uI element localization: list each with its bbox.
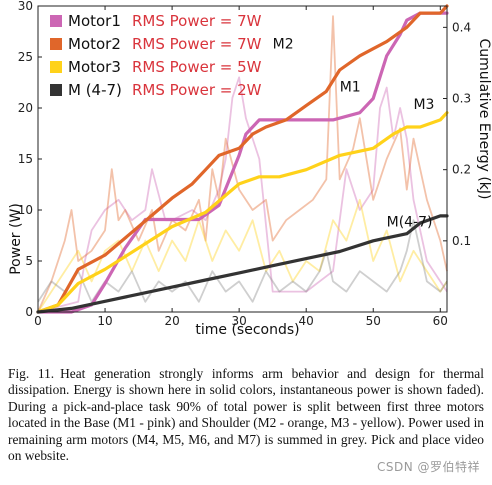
x-tick-label: 60 <box>433 314 448 328</box>
energy-line-motor3 <box>36 111 449 314</box>
figure-caption: Fig. 11. Heat generation strongly informs… <box>8 366 484 464</box>
x-tick-label: 50 <box>366 314 381 328</box>
legend-rms-motor2: RMS Power = 7W <box>132 35 262 53</box>
x-tick-label: 30 <box>232 314 247 328</box>
y-left-tick-label: 0 <box>25 305 33 319</box>
y-left-tick-label: 20 <box>18 101 33 115</box>
x-tick-label: 0 <box>34 314 42 328</box>
legend-name-motor2: Motor2 <box>68 35 121 53</box>
legend-swatch-motor2 <box>50 38 62 50</box>
power-series-layer <box>37 15 448 313</box>
power-line-motor2 <box>37 15 448 313</box>
axes-layer: 0 10 20 30 40 50 60 0 5 10 15 20 25 30 0.1 0.2 0.3 0.4 tim… <box>8 0 492 338</box>
series-label-m1: M1 <box>340 79 361 95</box>
legend-rms-motor1: RMS Power = 7W <box>132 12 262 30</box>
legend-name-motor3: Motor3 <box>68 58 121 76</box>
series-label-m2: M2 <box>273 37 294 53</box>
x-tick-label: 10 <box>97 314 112 328</box>
energy-line-m-4-7 <box>36 214 449 314</box>
y-right-axis-label: Cumulative Energy (kJ) <box>476 39 492 200</box>
series-label-m3: M3 <box>413 97 434 113</box>
legend-swatch-m-4-7 <box>50 84 62 96</box>
caption-fig-label: Fig. 11. <box>8 366 55 381</box>
legend-swatch-motor3 <box>50 61 62 73</box>
y-left-tick-label: 25 <box>18 50 33 64</box>
power-line-motor3 <box>37 198 448 313</box>
y-left-tick-label: 30 <box>18 0 33 13</box>
legend-rms-motor3: RMS Power = 5W <box>132 58 262 76</box>
power-line-m-4-7 <box>37 219 448 303</box>
y-right-tick-label: 0.4 <box>452 20 471 34</box>
legend: Motor1 RMS Power = 7W Motor2 RMS Power = 7W… <box>50 12 262 99</box>
y-right-tick-label: 0.1 <box>452 234 471 248</box>
energy-series-layer <box>36 4 449 314</box>
legend-name-motor1: Motor1 <box>68 12 121 30</box>
y-left-tick-label: 15 <box>18 152 33 166</box>
legend-swatch-motor1 <box>50 15 62 27</box>
energy-power-chart: 0 10 20 30 40 50 60 0 5 10 15 20 25 30 0.1 0.2 0.3 0.4 tim… <box>8 0 492 338</box>
y-right-tick-label: 0.3 <box>452 92 471 106</box>
legend-rms-m-4-7: RMS Power = 2W <box>132 81 262 99</box>
y-right-tick-label: 0.2 <box>452 163 471 177</box>
series-label-m-4-7: M(4-7) <box>387 215 433 231</box>
energy-line-motor2 <box>36 4 449 314</box>
series-labels-layer: M1 M2 M3 M(4-7) <box>273 37 435 231</box>
y-left-tick-label: 10 <box>18 203 33 217</box>
watermark: CSDN @罗伯特祥 <box>376 460 480 474</box>
x-tick-label: 40 <box>299 314 314 328</box>
x-tick-label: 20 <box>164 314 179 328</box>
caption-text: Heat generation strongly informs arm beh… <box>8 366 484 464</box>
legend-name-m-4-7: M (4-7) <box>68 81 122 99</box>
power-line-motor1 <box>37 76 448 313</box>
y-left-tick-label: 5 <box>25 254 33 268</box>
y-left-axis-label: Power (W) <box>8 203 24 275</box>
x-axis-label: time (seconds) <box>195 322 299 338</box>
